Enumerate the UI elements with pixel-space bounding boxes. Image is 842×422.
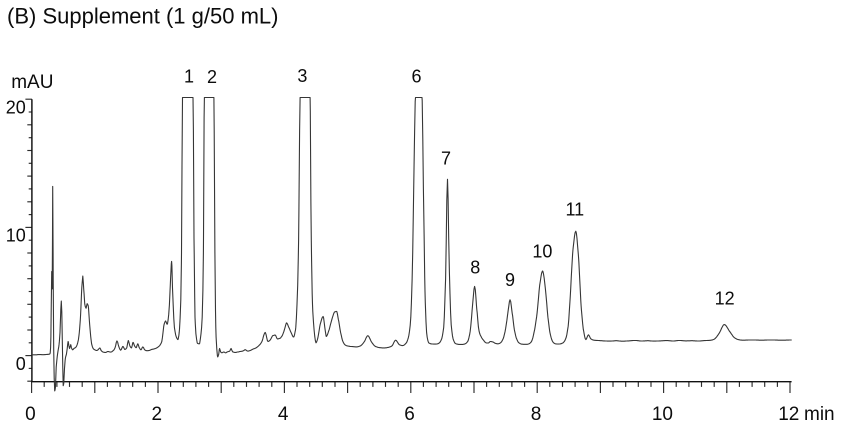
svg-text:(B) Supplement (1 g/50 mL): (B) Supplement (1 g/50 mL): [7, 4, 278, 29]
svg-text:2: 2: [152, 404, 163, 422]
svg-text:10: 10: [6, 226, 26, 246]
svg-text:10: 10: [532, 242, 552, 262]
svg-text:8: 8: [531, 404, 542, 422]
svg-text:6: 6: [411, 67, 421, 87]
svg-text:0: 0: [25, 404, 36, 422]
svg-text:4: 4: [278, 404, 289, 422]
svg-text:0: 0: [16, 354, 26, 374]
svg-text:12: 12: [715, 289, 735, 309]
svg-text:12: 12: [778, 404, 799, 422]
svg-text:8: 8: [470, 258, 480, 278]
svg-text:11: 11: [565, 200, 584, 220]
svg-text:7: 7: [441, 149, 451, 169]
svg-text:20: 20: [6, 98, 26, 118]
svg-text:2: 2: [207, 67, 217, 87]
svg-text:9: 9: [505, 270, 515, 290]
svg-text:10: 10: [652, 404, 673, 422]
svg-text:mAU: mAU: [11, 72, 53, 93]
svg-text:1: 1: [184, 67, 194, 87]
svg-text:6: 6: [404, 404, 415, 422]
svg-text:min: min: [804, 404, 835, 422]
svg-text:3: 3: [297, 66, 307, 86]
